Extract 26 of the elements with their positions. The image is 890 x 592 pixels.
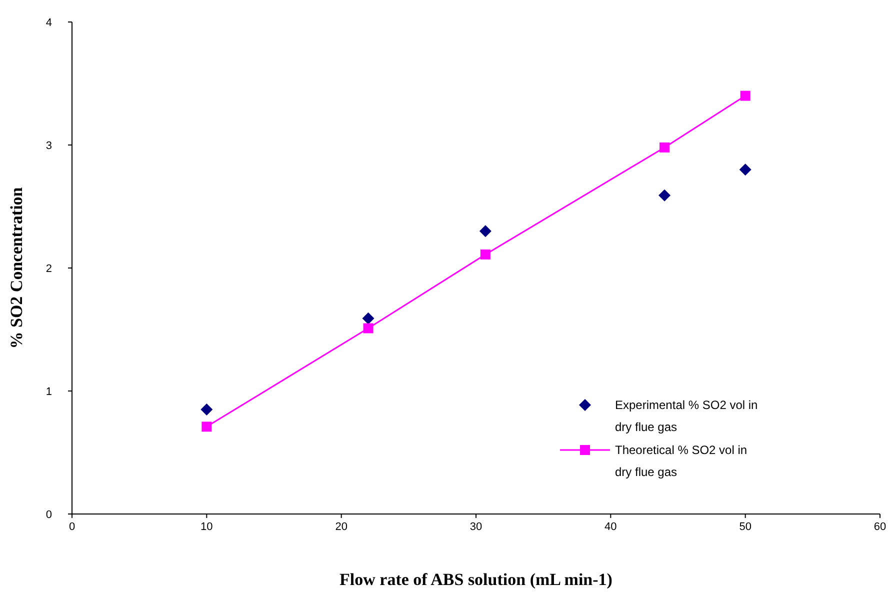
point (479, 225, 492, 238)
point (363, 323, 374, 334)
legend-label: Theoretical % SO2 vol in dry flue gas (615, 443, 748, 479)
point (658, 189, 671, 202)
point (739, 164, 752, 176)
x-tick-label: 20 (335, 521, 348, 533)
x-tick-label: 0 (68, 521, 76, 533)
point (660, 142, 670, 152)
x-tick-label: 40 (604, 521, 617, 533)
x-tick-label: 10 (200, 521, 213, 533)
x-axis-title: Flow rate of ABS solution (mL min-1) (340, 570, 612, 589)
y-axis-title: % SO2 Concentration (7, 186, 26, 349)
point (740, 90, 750, 101)
y-tick-label: 1 (46, 386, 52, 398)
x-tick-label: 50 (739, 521, 752, 533)
y-tick-label: 4 (46, 17, 52, 29)
y-tick-label: 0 (46, 509, 52, 521)
y-tick-label: 2 (46, 263, 52, 275)
y-tick-label: 3 (46, 140, 52, 152)
point (200, 403, 213, 416)
point (480, 249, 490, 260)
x-tick-label: 60 (874, 521, 886, 533)
point (202, 422, 212, 432)
x-tick-label: 30 (470, 521, 482, 533)
legend-label: Experimental % SO2 vol in dry flue gas (615, 398, 758, 434)
point (362, 312, 374, 324)
